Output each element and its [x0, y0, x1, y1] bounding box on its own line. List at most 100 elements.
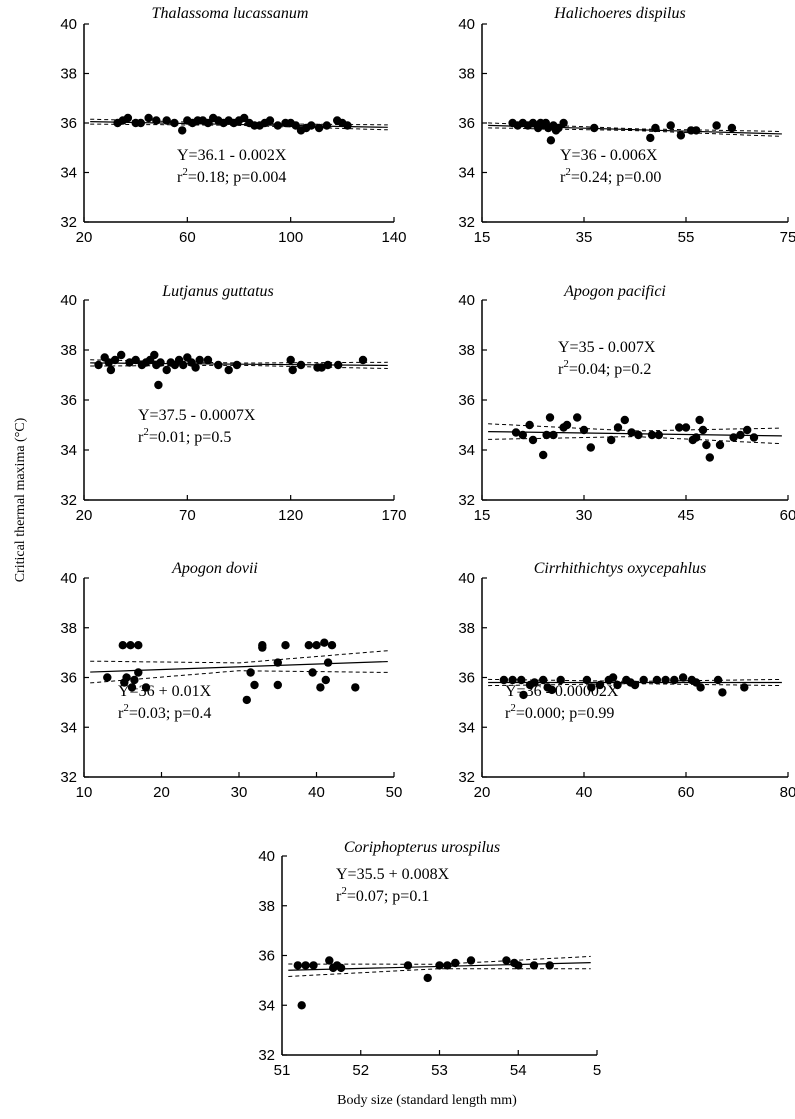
data-point [246, 668, 255, 677]
data-point [696, 683, 705, 692]
data-point [281, 641, 290, 650]
x-tick-label: 170 [381, 507, 406, 524]
x-tick-label: 15 [474, 229, 491, 246]
x-tick-label: 54 [510, 1062, 527, 1079]
data-point [702, 440, 711, 450]
data-point [150, 350, 159, 360]
data-point [118, 641, 128, 650]
data-point [141, 683, 151, 692]
data-point [94, 360, 103, 370]
data-point [273, 121, 282, 130]
x-tick-label: 51 [274, 1062, 291, 1079]
data-point [514, 961, 523, 970]
data-point [325, 956, 334, 965]
y-tick-label: 32 [60, 214, 77, 231]
panel-title: Lutjanus guttatus [161, 283, 274, 300]
data-point [162, 116, 171, 125]
y-tick-label: 36 [458, 392, 475, 409]
chart-panel-4: 32 34 36 38 40 15 30 45 60 Apogon pacifici Y=35 - … [458, 283, 795, 524]
data-point [508, 675, 517, 685]
regression-stats: r2=0.03; p=0.4 [118, 702, 211, 722]
data-point [134, 641, 143, 650]
data-point [627, 428, 636, 437]
data-point [713, 675, 723, 685]
x-tick-label: 5 [593, 1062, 601, 1079]
y-tick-label: 32 [258, 1047, 275, 1064]
data-point [646, 133, 655, 143]
regression-stats: r2=0.24; p=0.00 [560, 166, 661, 186]
regression-equation: Y=36.1 - 0.002X [177, 147, 287, 164]
data-point [351, 683, 360, 692]
y-tick-label: 38 [60, 342, 77, 359]
data-point [178, 126, 187, 135]
data-point [715, 440, 725, 450]
regression-stats: r2=0.04; p=0.2 [558, 358, 651, 378]
data-point [103, 673, 112, 682]
data-point [502, 956, 511, 965]
y-tick-label: 32 [458, 769, 475, 786]
y-tick-label: 38 [458, 66, 475, 83]
data-point [316, 683, 325, 692]
data-point [293, 961, 302, 970]
y-tick-label: 34 [258, 997, 275, 1014]
data-point [546, 136, 556, 145]
data-point [666, 121, 675, 130]
x-tick-label: 20 [153, 784, 170, 801]
data-point [675, 423, 684, 432]
x-tick-label: 60 [780, 507, 795, 524]
y-tick-label: 32 [60, 769, 77, 786]
chart-panel-7: 32 34 36 38 40 51 52 53 54 5 Coriphopterus urospil… [258, 839, 601, 1079]
panel-title: Coriphopterus urospilus [344, 839, 500, 856]
data-point [595, 680, 605, 690]
x-tick-label: 100 [278, 229, 303, 246]
x-tick-label: 80 [780, 784, 795, 801]
data-point [288, 365, 297, 375]
data-point [539, 675, 548, 685]
y-tick-label: 40 [60, 292, 77, 309]
regression-equation: Y=35 - 0.007X [558, 339, 656, 356]
data-point [203, 355, 213, 365]
data-point [608, 673, 618, 682]
y-tick-label: 40 [258, 848, 275, 865]
data-point [323, 360, 333, 370]
data-point [443, 961, 452, 970]
data-point [127, 683, 137, 692]
data-point [545, 961, 554, 970]
data-point [518, 430, 527, 440]
data-point [314, 123, 324, 133]
data-point [232, 360, 242, 370]
data-point [545, 413, 555, 422]
y-tick-label: 40 [458, 16, 475, 33]
data-point [499, 675, 509, 685]
y-tick-label: 36 [258, 948, 275, 965]
data-point [613, 680, 622, 690]
x-tick-label: 120 [278, 507, 303, 524]
x-tick-label: 40 [576, 784, 593, 801]
data-point [529, 961, 539, 970]
x-tick-label: 53 [431, 1062, 448, 1079]
data-point [162, 365, 171, 375]
data-point [661, 675, 670, 685]
y-tick-label: 32 [458, 214, 475, 231]
x-tick-label: 20 [474, 784, 491, 801]
data-point [195, 355, 204, 365]
data-point [573, 413, 582, 422]
x-tick-label: 10 [76, 784, 93, 801]
data-point [214, 360, 223, 370]
data-point [729, 433, 738, 442]
regression-stats: r2=0.000; p=0.99 [505, 702, 614, 722]
chart-panel-3: 32 34 36 38 40 20 70 120 170 Lutjanus guttatus Y=3… [60, 283, 406, 524]
x-tick-label: 20 [76, 507, 93, 524]
panels: 32 34 36 38 40 20 60 100 140 Thalassoma lucassanu… [60, 5, 795, 1079]
data-point [511, 428, 521, 437]
data-point [549, 430, 558, 440]
data-point [718, 688, 727, 697]
data-point [547, 685, 557, 695]
regression-equation: Y=36 - 0.00002X [505, 683, 619, 700]
x-tick-label: 15 [474, 507, 491, 524]
x-tick-label: 60 [179, 229, 196, 246]
data-point [304, 641, 313, 650]
y-tick-label: 36 [60, 392, 77, 409]
data-point [320, 638, 329, 647]
